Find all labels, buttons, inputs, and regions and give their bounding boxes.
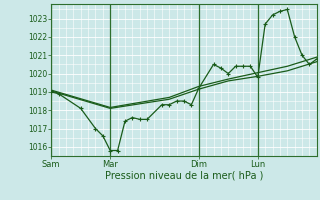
X-axis label: Pression niveau de la mer( hPa ): Pression niveau de la mer( hPa ) bbox=[105, 171, 263, 181]
